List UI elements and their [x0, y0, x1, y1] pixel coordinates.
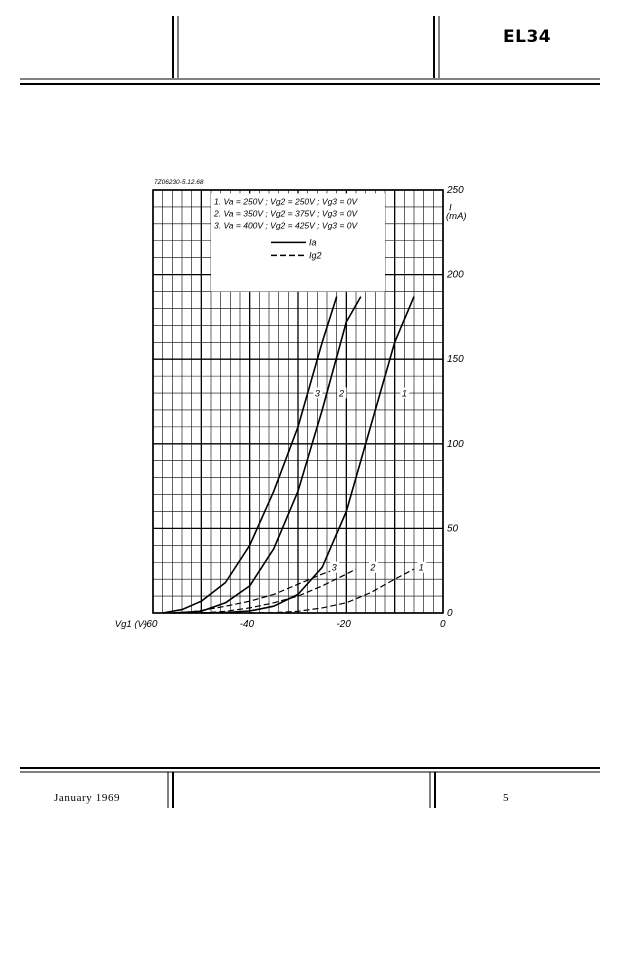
x-axis-label: Vg1 (V): [115, 619, 147, 630]
tube-type-title: EL34: [503, 27, 552, 47]
curve-label-bg: [368, 561, 378, 573]
curve-label: 3: [332, 563, 337, 573]
y-tick-label: 50: [447, 523, 459, 534]
y-tick-label: 150: [447, 354, 464, 365]
footer-frame: [20, 767, 600, 808]
curve-ig2-1: [249, 568, 415, 614]
curve-ig2-2: [201, 568, 357, 614]
curve-ia-3: [162, 296, 338, 614]
curve-label: 2: [338, 388, 344, 398]
x-tick-label: -60: [143, 619, 158, 630]
header-frame: [20, 16, 600, 85]
y-axis-unit: (mA): [446, 211, 467, 222]
plot-frame: [152, 189, 444, 614]
curve-ia-1: [201, 296, 415, 614]
figure-id: 7Z06230-5.12.68: [154, 179, 204, 186]
legend-condition: 1. Va = 250V ; Vg2 = 250V ; Vg3 = 0V: [214, 196, 358, 206]
x-tick-label: 0: [440, 619, 446, 630]
y-tick-label: 100: [447, 439, 464, 450]
y-tick-label: 0: [447, 608, 453, 619]
curve-label: 1: [402, 388, 407, 398]
curve-label: 3: [315, 388, 320, 398]
y-tick-label: 200: [446, 270, 464, 281]
curve-label-bg: [417, 561, 427, 573]
legend-label: Ig2: [309, 250, 322, 260]
footer-date: January 1969: [54, 792, 121, 804]
legend-condition: 2. Va = 350V ; Vg2 = 375V ; Vg3 = 0V: [213, 208, 358, 218]
curve-label-bg: [330, 561, 340, 573]
footer-page-number: 5: [503, 792, 509, 804]
curve-label: 1: [419, 563, 424, 573]
legend-condition: 3. Va = 400V ; Vg2 = 425V ; Vg3 = 0V: [214, 220, 358, 230]
y-axis-label: I: [449, 202, 452, 213]
x-tick-label: -20: [336, 619, 351, 630]
curve-ig2-3: [181, 568, 337, 614]
x-tick-label: -40: [240, 619, 255, 630]
curve-label-bg: [337, 387, 347, 399]
curve-label-bg: [313, 387, 323, 399]
curve-label: 2: [369, 563, 375, 573]
legend-label: Ia: [309, 237, 317, 247]
transfer-characteristic-chart: 1. Va = 250V ; Vg2 = 250V ; Vg3 = 0V 2. V…: [115, 185, 467, 630]
y-tick-label: 250: [446, 185, 464, 196]
curve-label-bg: [400, 387, 410, 399]
